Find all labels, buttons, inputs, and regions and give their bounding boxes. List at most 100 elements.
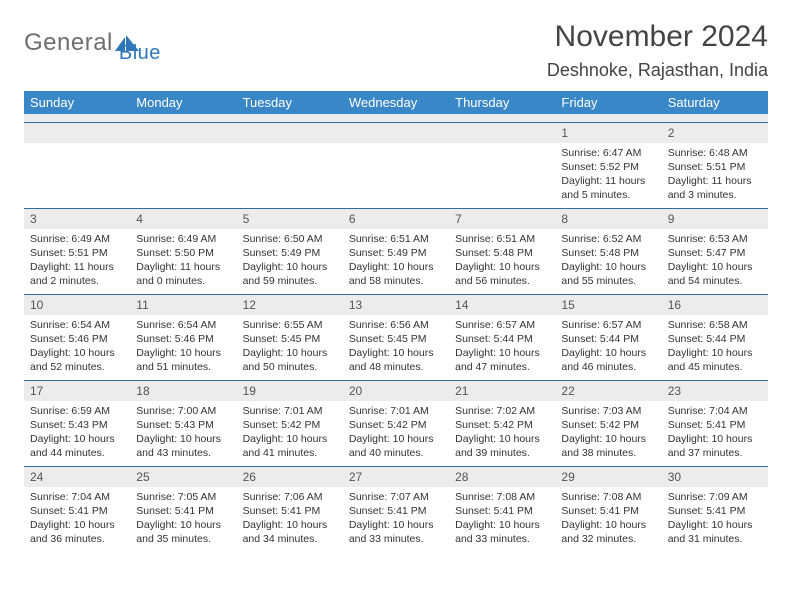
day-details: Sunrise: 7:06 AMSunset: 5:41 PMDaylight:…	[237, 487, 343, 551]
calendar-day-cell: 27Sunrise: 7:07 AMSunset: 5:41 PMDayligh…	[343, 466, 449, 552]
daylight-text: Daylight: 10 hours and 52 minutes.	[30, 346, 124, 374]
calendar-day-cell: 16Sunrise: 6:58 AMSunset: 5:44 PMDayligh…	[662, 294, 768, 380]
daylight-text: Daylight: 10 hours and 39 minutes.	[455, 432, 549, 460]
logo: General Blue	[24, 20, 161, 65]
calendar-day-cell: 11Sunrise: 6:54 AMSunset: 5:46 PMDayligh…	[130, 294, 236, 380]
sunrise-text: Sunrise: 6:55 AM	[243, 318, 337, 332]
day-details: Sunrise: 7:01 AMSunset: 5:42 PMDaylight:…	[237, 401, 343, 465]
calendar-day-cell: 25Sunrise: 7:05 AMSunset: 5:41 PMDayligh…	[130, 466, 236, 552]
daylight-text: Daylight: 10 hours and 31 minutes.	[668, 518, 762, 546]
sunset-text: Sunset: 5:43 PM	[136, 418, 230, 432]
daylight-text: Daylight: 10 hours and 56 minutes.	[455, 260, 549, 288]
daylight-text: Daylight: 11 hours and 2 minutes.	[30, 260, 124, 288]
sunrise-text: Sunrise: 7:06 AM	[243, 490, 337, 504]
day-details: Sunrise: 7:09 AMSunset: 5:41 PMDaylight:…	[662, 487, 768, 551]
calendar-day-cell: 3Sunrise: 6:49 AMSunset: 5:51 PMDaylight…	[24, 208, 130, 294]
calendar-day-cell	[130, 122, 236, 208]
calendar-day-cell: 1Sunrise: 6:47 AMSunset: 5:52 PMDaylight…	[555, 122, 661, 208]
sunset-text: Sunset: 5:41 PM	[349, 504, 443, 518]
day-number: 20	[343, 381, 449, 401]
day-number: 14	[449, 295, 555, 315]
sunrise-text: Sunrise: 7:01 AM	[349, 404, 443, 418]
daylight-text: Daylight: 10 hours and 59 minutes.	[243, 260, 337, 288]
day-number: 28	[449, 467, 555, 487]
calendar-day-cell: 5Sunrise: 6:50 AMSunset: 5:49 PMDaylight…	[237, 208, 343, 294]
weekday-header: Thursday	[449, 91, 555, 114]
sunset-text: Sunset: 5:44 PM	[668, 332, 762, 346]
calendar-week-row: 24Sunrise: 7:04 AMSunset: 5:41 PMDayligh…	[24, 466, 768, 552]
calendar-day-cell	[449, 122, 555, 208]
daylight-text: Daylight: 10 hours and 34 minutes.	[243, 518, 337, 546]
calendar-day-cell	[343, 122, 449, 208]
sunrise-text: Sunrise: 6:52 AM	[561, 232, 655, 246]
sunrise-text: Sunrise: 7:04 AM	[668, 404, 762, 418]
day-details: Sunrise: 6:50 AMSunset: 5:49 PMDaylight:…	[237, 229, 343, 293]
sunrise-text: Sunrise: 6:49 AM	[30, 232, 124, 246]
day-details: Sunrise: 6:58 AMSunset: 5:44 PMDaylight:…	[662, 315, 768, 379]
calendar-day-cell: 7Sunrise: 6:51 AMSunset: 5:48 PMDaylight…	[449, 208, 555, 294]
sunset-text: Sunset: 5:50 PM	[136, 246, 230, 260]
day-number-empty	[449, 123, 555, 143]
sunset-text: Sunset: 5:52 PM	[561, 160, 655, 174]
day-details: Sunrise: 6:52 AMSunset: 5:48 PMDaylight:…	[555, 229, 661, 293]
calendar-day-cell: 22Sunrise: 7:03 AMSunset: 5:42 PMDayligh…	[555, 380, 661, 466]
calendar-week-row: 3Sunrise: 6:49 AMSunset: 5:51 PMDaylight…	[24, 208, 768, 294]
calendar-day-cell: 14Sunrise: 6:57 AMSunset: 5:44 PMDayligh…	[449, 294, 555, 380]
calendar-week-row: 10Sunrise: 6:54 AMSunset: 5:46 PMDayligh…	[24, 294, 768, 380]
day-details: Sunrise: 7:08 AMSunset: 5:41 PMDaylight:…	[449, 487, 555, 551]
day-number-empty	[237, 123, 343, 143]
daylight-text: Daylight: 10 hours and 32 minutes.	[561, 518, 655, 546]
weekday-header: Monday	[130, 91, 236, 114]
daylight-text: Daylight: 10 hours and 41 minutes.	[243, 432, 337, 460]
sunset-text: Sunset: 5:41 PM	[243, 504, 337, 518]
calendar-day-cell	[24, 122, 130, 208]
daylight-text: Daylight: 10 hours and 40 minutes.	[349, 432, 443, 460]
sunrise-text: Sunrise: 7:02 AM	[455, 404, 549, 418]
sunrise-text: Sunrise: 6:54 AM	[30, 318, 124, 332]
daylight-text: Daylight: 10 hours and 45 minutes.	[668, 346, 762, 374]
day-number: 1	[555, 123, 661, 143]
day-number: 7	[449, 209, 555, 229]
header: General Blue November 2024 Deshnoke, Raj…	[24, 20, 768, 81]
sunset-text: Sunset: 5:49 PM	[349, 246, 443, 260]
logo-text-general: General	[24, 29, 113, 57]
day-number: 10	[24, 295, 130, 315]
daylight-text: Daylight: 10 hours and 47 minutes.	[455, 346, 549, 374]
calendar-day-cell: 19Sunrise: 7:01 AMSunset: 5:42 PMDayligh…	[237, 380, 343, 466]
day-number: 3	[24, 209, 130, 229]
daylight-text: Daylight: 11 hours and 0 minutes.	[136, 260, 230, 288]
day-number: 21	[449, 381, 555, 401]
day-number: 13	[343, 295, 449, 315]
calendar-header-row: SundayMondayTuesdayWednesdayThursdayFrid…	[24, 91, 768, 114]
sunset-text: Sunset: 5:49 PM	[243, 246, 337, 260]
calendar-day-cell: 20Sunrise: 7:01 AMSunset: 5:42 PMDayligh…	[343, 380, 449, 466]
day-number: 30	[662, 467, 768, 487]
calendar-table: SundayMondayTuesdayWednesdayThursdayFrid…	[24, 91, 768, 552]
day-details: Sunrise: 7:03 AMSunset: 5:42 PMDaylight:…	[555, 401, 661, 465]
daylight-text: Daylight: 10 hours and 44 minutes.	[30, 432, 124, 460]
daylight-text: Daylight: 10 hours and 50 minutes.	[243, 346, 337, 374]
sunset-text: Sunset: 5:43 PM	[30, 418, 124, 432]
calendar-day-cell: 12Sunrise: 6:55 AMSunset: 5:45 PMDayligh…	[237, 294, 343, 380]
day-number: 27	[343, 467, 449, 487]
sunrise-text: Sunrise: 6:49 AM	[136, 232, 230, 246]
daylight-text: Daylight: 10 hours and 43 minutes.	[136, 432, 230, 460]
sunrise-text: Sunrise: 7:05 AM	[136, 490, 230, 504]
sunset-text: Sunset: 5:44 PM	[561, 332, 655, 346]
sunset-text: Sunset: 5:48 PM	[561, 246, 655, 260]
day-details: Sunrise: 6:56 AMSunset: 5:45 PMDaylight:…	[343, 315, 449, 379]
sunset-text: Sunset: 5:47 PM	[668, 246, 762, 260]
day-details: Sunrise: 6:51 AMSunset: 5:49 PMDaylight:…	[343, 229, 449, 293]
weekday-header: Tuesday	[237, 91, 343, 114]
location: Deshnoke, Rajasthan, India	[547, 60, 768, 81]
day-number: 5	[237, 209, 343, 229]
day-details: Sunrise: 7:04 AMSunset: 5:41 PMDaylight:…	[24, 487, 130, 551]
calendar-day-cell	[237, 122, 343, 208]
daylight-text: Daylight: 10 hours and 46 minutes.	[561, 346, 655, 374]
sunrise-text: Sunrise: 6:57 AM	[455, 318, 549, 332]
daylight-text: Daylight: 10 hours and 33 minutes.	[455, 518, 549, 546]
sunrise-text: Sunrise: 6:54 AM	[136, 318, 230, 332]
calendar-day-cell: 6Sunrise: 6:51 AMSunset: 5:49 PMDaylight…	[343, 208, 449, 294]
weekday-header: Sunday	[24, 91, 130, 114]
day-details: Sunrise: 7:08 AMSunset: 5:41 PMDaylight:…	[555, 487, 661, 551]
